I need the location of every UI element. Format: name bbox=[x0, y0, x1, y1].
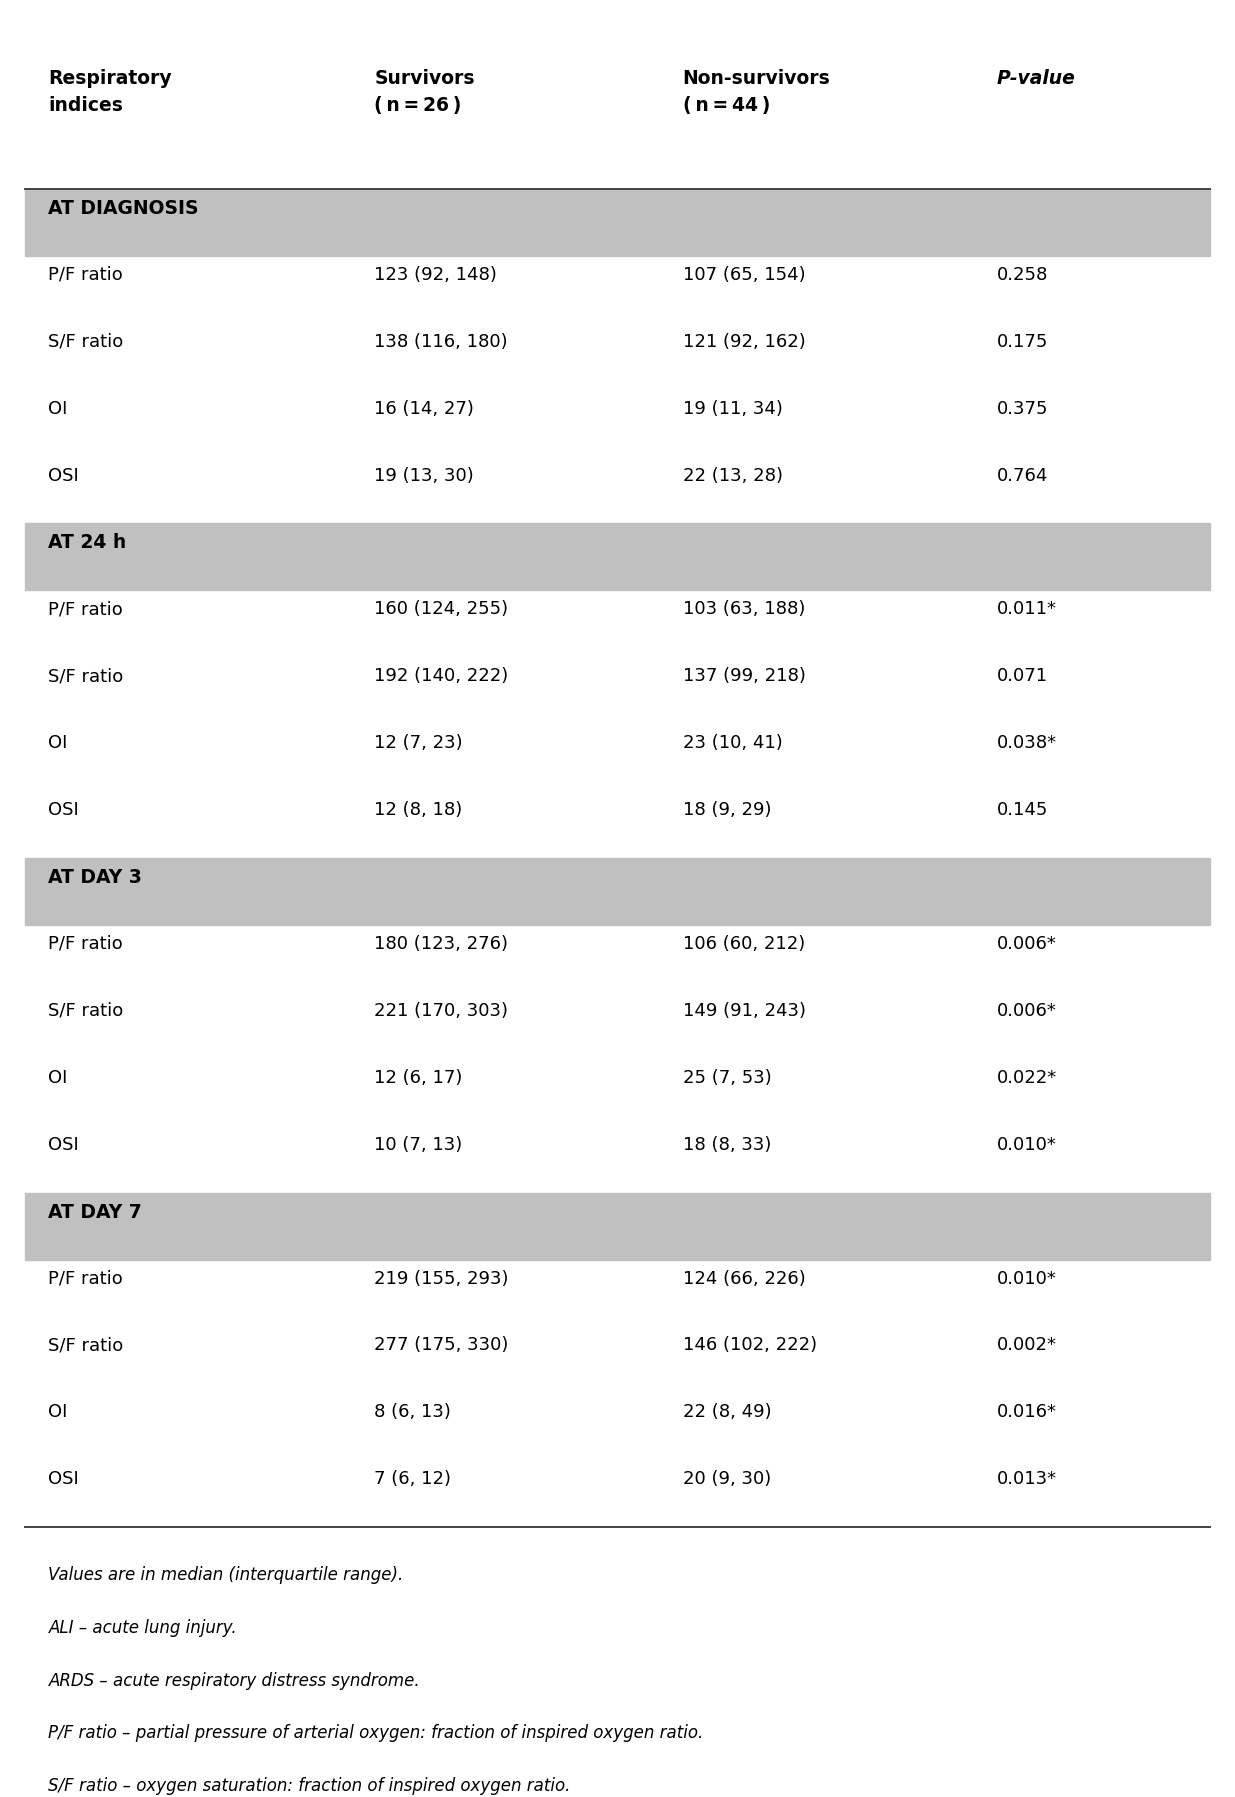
Text: 0.013*: 0.013* bbox=[997, 1470, 1057, 1488]
Text: 25 (7, 53): 25 (7, 53) bbox=[683, 1069, 772, 1087]
Text: OI: OI bbox=[48, 1403, 68, 1421]
Text: 16 (14, 27): 16 (14, 27) bbox=[374, 399, 474, 417]
Text: 12 (6, 17): 12 (6, 17) bbox=[374, 1069, 463, 1087]
Text: S/F ratio – oxygen saturation: fraction of inspired oxygen ratio.: S/F ratio – oxygen saturation: fraction … bbox=[48, 1777, 571, 1795]
Bar bbox=[25, 857, 1210, 925]
Text: 123 (92, 148): 123 (92, 148) bbox=[374, 266, 498, 284]
Bar bbox=[25, 189, 1210, 255]
Text: OSI: OSI bbox=[48, 467, 79, 485]
Text: 19 (11, 34): 19 (11, 34) bbox=[683, 399, 783, 417]
Text: S/F ratio: S/F ratio bbox=[48, 667, 124, 685]
Text: 0.071: 0.071 bbox=[997, 667, 1049, 685]
Text: 12 (8, 18): 12 (8, 18) bbox=[374, 801, 463, 819]
Text: P/F ratio: P/F ratio bbox=[48, 934, 124, 952]
Text: 8 (6, 13): 8 (6, 13) bbox=[374, 1403, 451, 1421]
Text: ALI – acute lung injury.: ALI – acute lung injury. bbox=[48, 1619, 237, 1637]
Text: 0.258: 0.258 bbox=[997, 266, 1049, 284]
Text: 221 (170, 303): 221 (170, 303) bbox=[374, 1003, 509, 1021]
Text: S/F ratio: S/F ratio bbox=[48, 332, 124, 350]
Text: OSI: OSI bbox=[48, 801, 79, 819]
Text: 106 (60, 212): 106 (60, 212) bbox=[683, 934, 805, 952]
Text: OSI: OSI bbox=[48, 1470, 79, 1488]
Text: 0.006*: 0.006* bbox=[997, 1003, 1057, 1021]
Text: 19 (13, 30): 19 (13, 30) bbox=[374, 467, 474, 485]
Text: S/F ratio: S/F ratio bbox=[48, 1003, 124, 1021]
Text: 160 (124, 255): 160 (124, 255) bbox=[374, 600, 509, 618]
Text: 0.010*: 0.010* bbox=[997, 1136, 1057, 1154]
Text: 146 (102, 222): 146 (102, 222) bbox=[683, 1337, 816, 1355]
Text: OI: OI bbox=[48, 735, 68, 753]
Text: 121 (92, 162): 121 (92, 162) bbox=[683, 332, 805, 350]
Text: AT DAY 3: AT DAY 3 bbox=[48, 868, 142, 888]
Text: 23 (10, 41): 23 (10, 41) bbox=[683, 735, 783, 753]
Text: OSI: OSI bbox=[48, 1136, 79, 1154]
Text: Respiratory
indices: Respiratory indices bbox=[48, 68, 172, 115]
Text: 138 (116, 180): 138 (116, 180) bbox=[374, 332, 508, 350]
Text: 0.006*: 0.006* bbox=[997, 934, 1057, 952]
Bar bbox=[25, 523, 1210, 591]
Text: 7 (6, 12): 7 (6, 12) bbox=[374, 1470, 452, 1488]
Text: AT DIAGNOSIS: AT DIAGNOSIS bbox=[48, 199, 199, 217]
Text: P/F ratio: P/F ratio bbox=[48, 600, 124, 618]
Text: 0.010*: 0.010* bbox=[997, 1269, 1057, 1288]
Text: 0.038*: 0.038* bbox=[997, 735, 1057, 753]
Text: P/F ratio: P/F ratio bbox=[48, 1269, 124, 1288]
Text: 277 (175, 330): 277 (175, 330) bbox=[374, 1337, 509, 1355]
Text: AT DAY 7: AT DAY 7 bbox=[48, 1202, 142, 1222]
Text: 18 (8, 33): 18 (8, 33) bbox=[683, 1136, 771, 1154]
Text: 180 (123, 276): 180 (123, 276) bbox=[374, 934, 509, 952]
Text: 0.011*: 0.011* bbox=[997, 600, 1057, 618]
Text: 22 (13, 28): 22 (13, 28) bbox=[683, 467, 783, 485]
Text: 0.764: 0.764 bbox=[997, 467, 1049, 485]
Text: 18 (9, 29): 18 (9, 29) bbox=[683, 801, 771, 819]
Text: 107 (65, 154): 107 (65, 154) bbox=[683, 266, 805, 284]
Text: 124 (66, 226): 124 (66, 226) bbox=[683, 1269, 805, 1288]
Text: OI: OI bbox=[48, 399, 68, 417]
Text: P/F ratio: P/F ratio bbox=[48, 266, 124, 284]
Text: Non-survivors
( n = 44 ): Non-survivors ( n = 44 ) bbox=[683, 68, 830, 115]
Text: 0.016*: 0.016* bbox=[997, 1403, 1057, 1421]
Text: 0.002*: 0.002* bbox=[997, 1337, 1057, 1355]
Text: OI: OI bbox=[48, 1069, 68, 1087]
Text: 137 (99, 218): 137 (99, 218) bbox=[683, 667, 805, 685]
Text: 0.145: 0.145 bbox=[997, 801, 1049, 819]
Text: AT 24 h: AT 24 h bbox=[48, 534, 127, 552]
Text: P‑value: P‑value bbox=[997, 68, 1076, 88]
Text: 20 (9, 30): 20 (9, 30) bbox=[683, 1470, 771, 1488]
Text: 192 (140, 222): 192 (140, 222) bbox=[374, 667, 509, 685]
Text: 12 (7, 23): 12 (7, 23) bbox=[374, 735, 463, 753]
Text: 0.022*: 0.022* bbox=[997, 1069, 1057, 1087]
Text: 219 (155, 293): 219 (155, 293) bbox=[374, 1269, 509, 1288]
Bar bbox=[25, 1193, 1210, 1260]
Text: P/F ratio – partial pressure of arterial oxygen: fraction of inspired oxygen rat: P/F ratio – partial pressure of arterial… bbox=[48, 1725, 704, 1743]
Text: 149 (91, 243): 149 (91, 243) bbox=[683, 1003, 805, 1021]
Text: 10 (7, 13): 10 (7, 13) bbox=[374, 1136, 463, 1154]
Text: S/F ratio: S/F ratio bbox=[48, 1337, 124, 1355]
Text: 0.175: 0.175 bbox=[997, 332, 1049, 350]
Text: 103 (63, 188): 103 (63, 188) bbox=[683, 600, 805, 618]
Text: 0.375: 0.375 bbox=[997, 399, 1049, 417]
Text: ARDS – acute respiratory distress syndrome.: ARDS – acute respiratory distress syndro… bbox=[48, 1671, 420, 1689]
Text: Values are in median (interquartile range).: Values are in median (interquartile rang… bbox=[48, 1565, 404, 1583]
Text: 22 (8, 49): 22 (8, 49) bbox=[683, 1403, 772, 1421]
Text: Survivors
( n = 26 ): Survivors ( n = 26 ) bbox=[374, 68, 475, 115]
